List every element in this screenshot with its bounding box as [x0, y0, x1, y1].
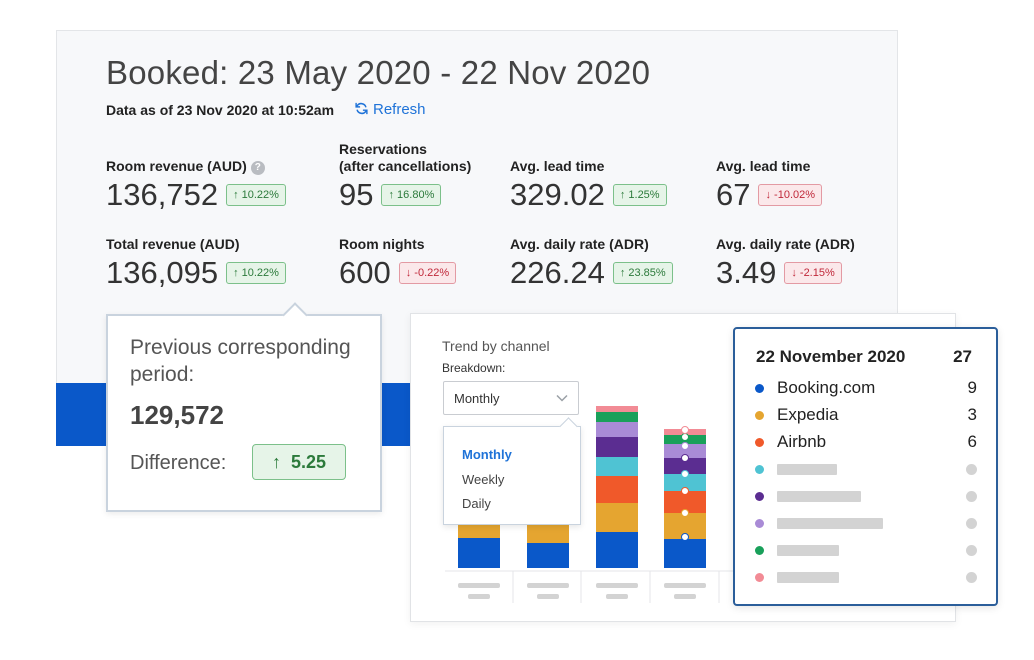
change-badge: ↑ 23.85%	[612, 262, 673, 284]
channel-count: 9	[967, 378, 977, 397]
metric-label: Avg. lead time	[716, 158, 811, 174]
placeholder-dot	[966, 463, 977, 475]
placeholder-dot	[966, 517, 977, 529]
bar-2[interactable]	[527, 525, 569, 568]
channel-tooltip: 22 November 2020 27 Booking.com 9 Expedi…	[733, 327, 998, 606]
legend-dot	[755, 572, 764, 582]
tooltip-date: 22 November 2020	[756, 347, 906, 366]
channel-row-placeholder	[755, 459, 977, 479]
placeholder-dot	[966, 571, 977, 583]
channel-name: Booking.com	[777, 378, 876, 397]
channel-row-booking: Booking.com 9	[755, 378, 977, 398]
metric-room-revenue: Room revenue (AUD)? 136,752 ↑ 10.22%	[106, 158, 286, 213]
channel-name: Expedia	[777, 405, 839, 424]
placeholder-bar	[777, 490, 861, 502]
metric-value: 136,752	[106, 177, 219, 212]
metric-value: 95	[339, 177, 374, 212]
bar-4[interactable]	[664, 426, 706, 569]
refresh-icon	[355, 102, 368, 115]
chevron-down-icon	[556, 394, 568, 402]
bar-1[interactable]	[458, 525, 500, 568]
metric-avg-lead-time: Avg. lead time 329.02 ↑ 1.25%	[510, 158, 667, 213]
placeholder-bar	[777, 463, 837, 475]
option-weekly[interactable]: Weekly	[462, 472, 505, 487]
difference-badge: ↑ 5.25	[252, 444, 346, 480]
refresh-button[interactable]: Refresh	[354, 101, 426, 118]
legend-dot	[755, 545, 764, 555]
change-badge: ↑ 10.22%	[226, 184, 286, 206]
legend-dot	[755, 464, 764, 474]
refresh-label: Refresh	[373, 101, 426, 118]
metric-adr: Avg. daily rate (ADR) 226.24 ↑ 23.85%	[510, 236, 673, 291]
legend-dot	[755, 518, 764, 528]
change-badge: ↑ 10.22%	[226, 262, 286, 284]
legend-dot	[755, 410, 764, 420]
channel-row-placeholder	[755, 540, 977, 560]
channel-row-placeholder	[755, 513, 977, 533]
channel-name: Airbnb	[777, 432, 827, 451]
placeholder-bar	[777, 571, 839, 583]
change-badge: ↓ -10.02%	[758, 184, 823, 206]
metric-label: Avg. lead time	[510, 158, 605, 174]
metric-reservations: Reservations (after cancellations) 95 ↑ …	[339, 141, 471, 213]
data-as-of: Data as of 23 Nov 2020 at 10:52am	[106, 102, 335, 118]
metric-room-nights: Room nights 600 ↓ -0.22%	[339, 236, 457, 291]
legend-dot	[755, 491, 764, 501]
metric-value: 3.49	[716, 255, 777, 290]
placeholder-dot	[966, 490, 977, 502]
channel-count: 3	[967, 405, 977, 424]
channel-row-placeholder	[755, 486, 977, 506]
channel-row-expedia: Expedia 3	[755, 405, 977, 425]
metric-label: Reservations (after cancellations)	[339, 141, 472, 174]
change-badge: ↑ 1.25%	[612, 184, 667, 206]
legend-dot	[755, 383, 764, 393]
change-badge: ↓ -2.15%	[784, 262, 842, 284]
breakdown-dropdown: Monthly Weekly Daily	[443, 417, 581, 525]
breakdown-label: Breakdown:	[442, 361, 506, 375]
placeholder-bar	[777, 544, 839, 556]
placeholder-dot	[966, 544, 977, 556]
metric-label: Total revenue (AUD)	[106, 236, 240, 252]
metric-label: Room nights	[339, 236, 425, 252]
option-monthly[interactable]: Monthly	[462, 447, 512, 462]
channel-row-airbnb: Airbnb 6	[755, 432, 977, 452]
metric-label: Room revenue (AUD)	[106, 158, 247, 174]
difference-label: Difference:	[130, 452, 227, 474]
placeholder-bar	[777, 517, 883, 529]
metric-value: 67	[716, 177, 751, 212]
stacked-bar-chart	[445, 406, 740, 603]
metric-total-revenue: Total revenue (AUD) 136,095 ↑ 10.22%	[106, 236, 286, 291]
metric-value: 600	[339, 255, 391, 290]
x-tick-placeholders	[458, 583, 706, 599]
metric-value: 136,095	[106, 255, 219, 290]
metric-avg-lead-time-2: Avg. lead time 67 ↓ -10.02%	[716, 158, 823, 213]
page-title: Booked: 23 May 2020 - 22 Nov 2020	[106, 54, 651, 91]
tooltip-value: 129,572	[130, 400, 224, 430]
metric-value: 329.02	[510, 177, 605, 212]
tooltip-total: 27	[953, 347, 972, 366]
previous-period-tooltip: Previous corresponding period: 129,572 D…	[106, 302, 382, 512]
metric-adr-2: Avg. daily rate (ADR) 3.49 ↓ -2.15%	[716, 236, 855, 291]
breakdown-select[interactable]: Monthly	[443, 381, 579, 415]
change-badge: ↓ -0.22%	[398, 262, 457, 284]
breakdown-selected: Monthly	[454, 390, 500, 406]
bar-3[interactable]	[596, 406, 638, 568]
metric-label: Avg. daily rate (ADR)	[510, 236, 649, 252]
metric-label: Avg. daily rate (ADR)	[716, 236, 855, 252]
tooltip-label: Previous corresponding period:	[130, 336, 351, 386]
channel-count: 6	[967, 432, 977, 451]
option-daily[interactable]: Daily	[462, 496, 491, 511]
legend-dot	[755, 437, 764, 447]
help-icon[interactable]: ?	[250, 161, 265, 175]
change-badge: ↑ 16.80%	[381, 184, 442, 206]
metric-value: 226.24	[510, 255, 605, 290]
channel-row-placeholder	[755, 567, 977, 587]
chart-title: Trend by channel	[442, 338, 550, 354]
